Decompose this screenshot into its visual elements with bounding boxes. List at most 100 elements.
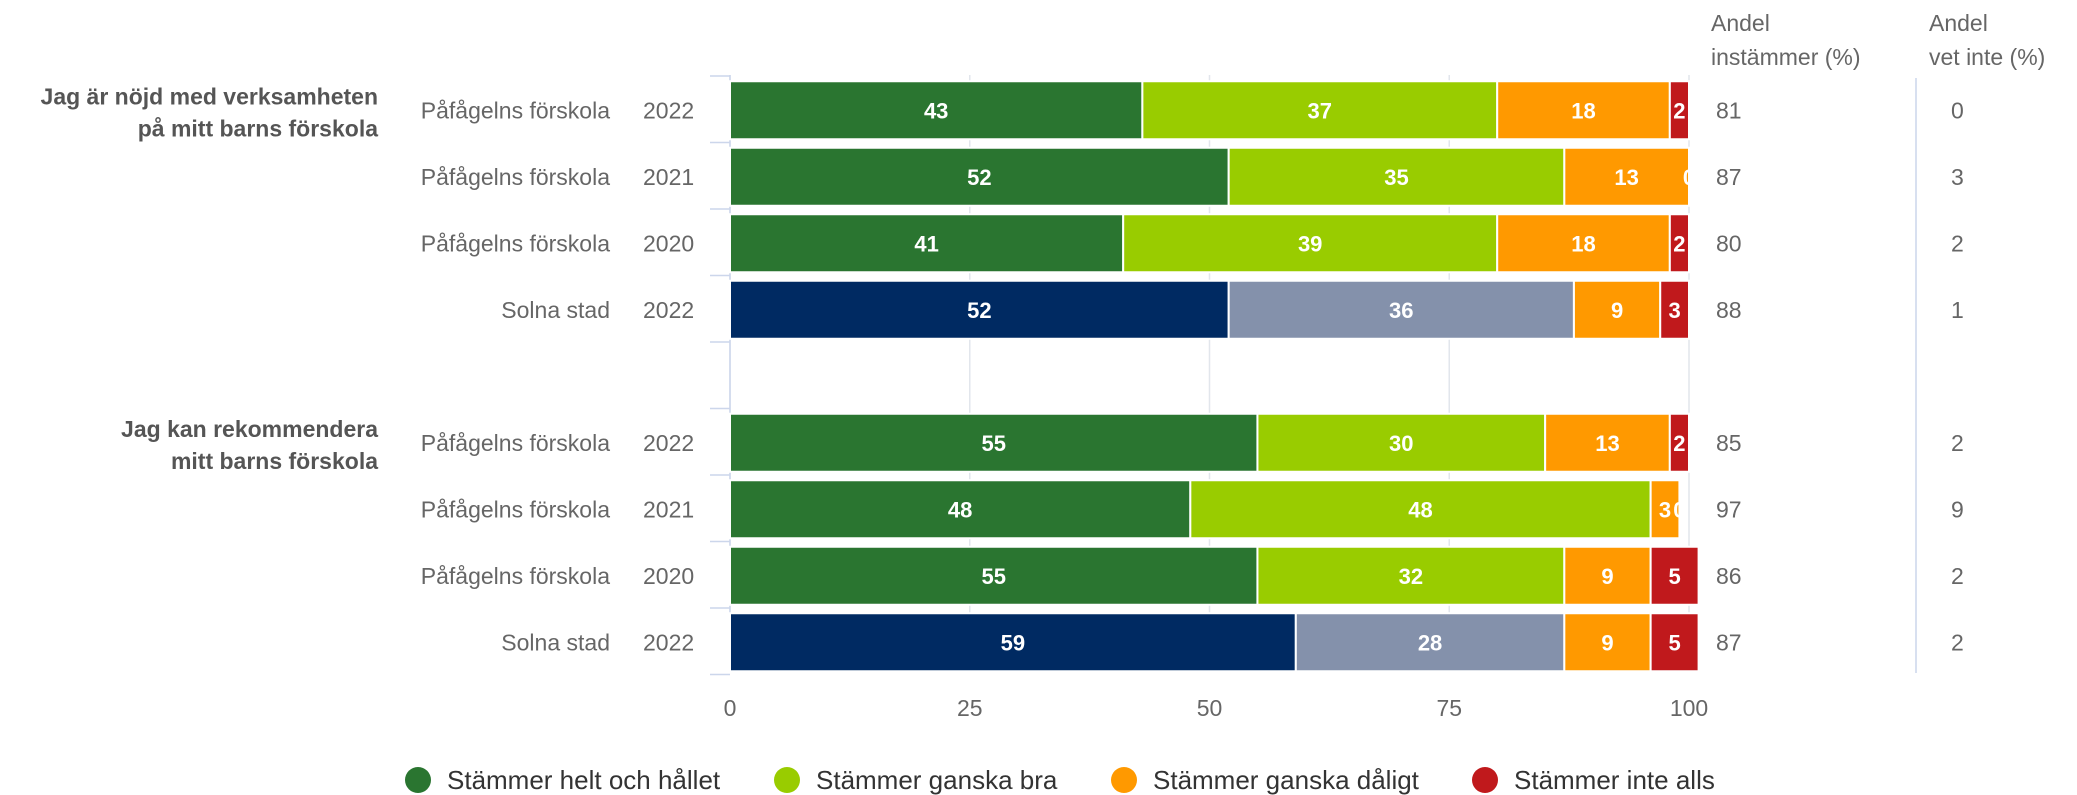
bar-value-label: 48 [1408,497,1432,522]
bar-value-label: 13 [1595,431,1619,456]
instammer-value: 80 [1716,230,1742,256]
bar-value-label: 9 [1601,630,1613,655]
bar-segment [1649,479,1681,540]
row-label-year: 2021 [643,496,694,522]
bar-value-label: 2 [1673,431,1685,456]
bar-segment [1572,279,1662,340]
row-label-name: Påfågelns förskola [421,164,610,190]
bar-value-label: 3 [1668,298,1680,323]
bar-segment [1256,545,1566,606]
row-label-name: Solna stad [501,297,610,323]
header-vetinte-line1: Andel [1929,10,1988,36]
bar-segment [1668,412,1690,473]
row-label-name: Påfågelns förskola [421,496,610,522]
legend-item-label: Stämmer ganska dåligt [1153,765,1420,795]
instammer-value: 85 [1716,430,1742,456]
legend-item-label: Stämmer ganska bra [816,765,1058,795]
bar-value-label: 39 [1298,231,1322,256]
row-label-year: 2022 [643,297,694,323]
bar-value-label: 30 [1389,431,1413,456]
bar-segment [729,279,1230,340]
instammer-value: 88 [1716,297,1742,323]
bar-value-label: 3 [1659,497,1671,522]
vetinte-value: 3 [1951,164,1964,190]
bar-value-label: 32 [1399,564,1423,589]
bar-segment [1659,279,1690,340]
row-label-year: 2022 [643,430,694,456]
bar-value-label: 48 [948,497,972,522]
bar-segment [1227,279,1575,340]
row-label-name: Påfågelns förskola [421,230,610,256]
x-tick-label: 25 [957,695,983,721]
bar-segment [1563,146,1690,207]
row-label-year: 2020 [643,563,694,589]
bar-value-label: 52 [967,165,991,190]
bar-value-label: 28 [1418,630,1442,655]
bar-segment [1544,412,1671,473]
vetinte-value: 2 [1951,230,1964,256]
bar-segment [1563,545,1652,606]
row-label-name: Solna stad [501,629,610,655]
bar-segment [1649,545,1700,606]
vetinte-value: 9 [1951,496,1964,522]
bar-segment [729,412,1259,473]
bar-value-label: 52 [967,298,991,323]
bar-value-label: 9 [1611,298,1623,323]
bar-value-label: 43 [924,98,948,123]
instammer-value: 81 [1716,97,1742,123]
x-tick-label: 50 [1197,695,1223,721]
bar-segment [729,479,1192,540]
row-label-year: 2022 [643,97,694,123]
group-title-line2: på mitt barns förskola [138,115,378,141]
row-label-year: 2022 [643,629,694,655]
instammer-value: 86 [1716,563,1742,589]
vetinte-value: 0 [1951,97,1964,123]
bar-value-label: 0 [1683,165,1695,190]
legend-item-label: Stämmer inte alls [1514,765,1715,795]
group-title-line1: Jag är nöjd med verksamheten [41,83,378,109]
bar-value-label: 13 [1614,165,1638,190]
bar-value-label: 59 [1001,630,1025,655]
header-vetinte-line2: vet inte (%) [1929,44,2045,70]
bar-value-label: 36 [1389,298,1413,323]
bar-segment [1122,213,1499,274]
vetinte-value: 2 [1951,563,1964,589]
x-tick-label: 75 [1436,695,1462,721]
bar-value-label: 2 [1673,98,1685,123]
legend-marker [1111,767,1137,793]
vetinte-value: 2 [1951,629,1964,655]
bar-value-label: 55 [981,564,1005,589]
group-title-line1: Jag kan rekommendera [121,416,378,442]
bar-value-label: 5 [1668,564,1680,589]
bar-segment [1668,213,1690,274]
bar-value-label: 9 [1601,564,1613,589]
bar-segment [729,80,1144,141]
row-label-year: 2020 [643,230,694,256]
instammer-value: 87 [1716,629,1742,655]
bar-value-label: 2 [1673,231,1685,256]
header-instammer-line1: Andel [1711,10,1770,36]
x-tick-label: 100 [1670,695,1708,721]
header-instammer-line2: instämmer (%) [1711,44,1861,70]
row-label-year: 2021 [643,164,694,190]
bar-value-label: 37 [1308,98,1332,123]
group-title-line2: mitt barns förskola [171,448,378,474]
bar-segment [1649,612,1700,673]
bar-value-label: 35 [1384,165,1408,190]
bar-value-label: 18 [1571,231,1595,256]
x-tick-label: 0 [724,695,737,721]
bar-value-label: 55 [981,431,1005,456]
vetinte-value: 1 [1951,297,1964,323]
legend-marker [1472,767,1498,793]
instammer-value: 97 [1716,496,1742,522]
vetinte-value: 2 [1951,430,1964,456]
bar-segment [1496,80,1671,141]
bar-value-label: 0 [1673,497,1685,522]
row-label-name: Påfågelns förskola [421,563,610,589]
instammer-value: 87 [1716,164,1742,190]
legend-marker [774,767,800,793]
legend-item-label: Stämmer helt och hållet [447,765,721,795]
bar-value-label: 5 [1668,630,1680,655]
row-label-name: Påfågelns förskola [421,97,610,123]
